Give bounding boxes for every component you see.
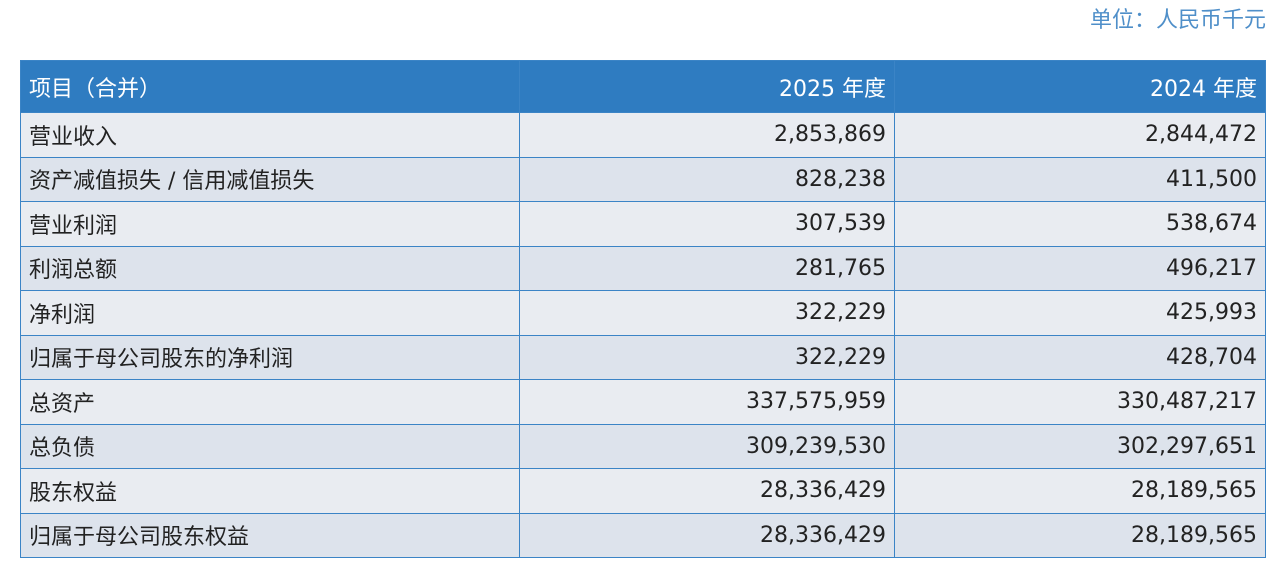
value-cell: 307,539 <box>519 201 895 247</box>
table-row: 归属于母公司股东的净利润 322,229 428,704 <box>20 334 1266 380</box>
header-cell: 项目（合并） <box>20 60 520 113</box>
table-row: 总资产 337,575,959 330,487,217 <box>20 379 1266 425</box>
table-row: 营业利润 307,539 538,674 <box>20 201 1266 247</box>
value-cell: 411,500 <box>894 156 1266 202</box>
table-header: 项目（合并） 2025 年度 2024 年度 <box>20 60 1266 113</box>
value-cell: 302,297,651 <box>894 423 1266 469</box>
value-cell: 281,765 <box>519 245 895 291</box>
table-row: 资产减值损失 / 信用减值损失 828,238 411,500 <box>20 156 1266 202</box>
item-cell: 总资产 <box>20 379 520 425</box>
table-row: 利润总额 281,765 496,217 <box>20 245 1266 291</box>
value-cell: 322,229 <box>519 290 895 336</box>
item-cell: 归属于母公司股东的净利润 <box>20 334 520 380</box>
value-cell: 2,853,869 <box>519 112 895 158</box>
item-cell: 股东权益 <box>20 468 520 514</box>
header-row: 项目（合并） 2025 年度 2024 年度 <box>20 60 1266 113</box>
item-cell: 营业利润 <box>20 201 520 247</box>
table-body: 营业收入 2,853,869 2,844,472 资产减值损失 / 信用减值损失 828… <box>20 112 1266 558</box>
table-row: 净利润 322,229 425,993 <box>20 290 1266 336</box>
value-cell: 428,704 <box>894 334 1266 380</box>
value-cell: 322,229 <box>519 334 895 380</box>
item-cell: 净利润 <box>20 290 520 336</box>
value-cell: 28,336,429 <box>519 468 895 514</box>
value-cell: 496,217 <box>894 245 1266 291</box>
item-cell: 利润总额 <box>20 245 520 291</box>
value-cell: 330,487,217 <box>894 379 1266 425</box>
value-cell: 538,674 <box>894 201 1266 247</box>
table-row: 股东权益 28,336,429 28,189,565 <box>20 468 1266 514</box>
item-cell: 总负债 <box>20 423 520 469</box>
value-cell: 828,238 <box>519 156 895 202</box>
financial-table: 项目（合并） 2025 年度 2024 年度 营业收入 2,853,869 2,844,… <box>20 60 1266 558</box>
item-cell: 资产减值损失 / 信用减值损失 <box>20 156 520 202</box>
value-cell: 337,575,959 <box>519 379 895 425</box>
value-cell: 2,844,472 <box>894 112 1266 158</box>
item-cell: 营业收入 <box>20 112 520 158</box>
value-cell: 28,189,565 <box>894 512 1266 558</box>
unit-note: 单位：人民币千元 <box>1089 8 1266 33</box>
value-cell: 28,336,429 <box>519 512 895 558</box>
table-row: 归属于母公司股东权益 28,336,429 28,189,565 <box>20 512 1266 558</box>
value-cell: 425,993 <box>894 290 1266 336</box>
header-cell: 2025 年度 <box>519 60 895 113</box>
value-cell: 28,189,565 <box>894 468 1266 514</box>
value-cell: 309,239,530 <box>519 423 895 469</box>
table-row: 营业收入 2,853,869 2,844,472 <box>20 112 1266 158</box>
header-cell: 2024 年度 <box>894 60 1266 113</box>
table-row: 总负债 309,239,530 302,297,651 <box>20 423 1266 469</box>
item-cell: 归属于母公司股东权益 <box>20 512 520 558</box>
